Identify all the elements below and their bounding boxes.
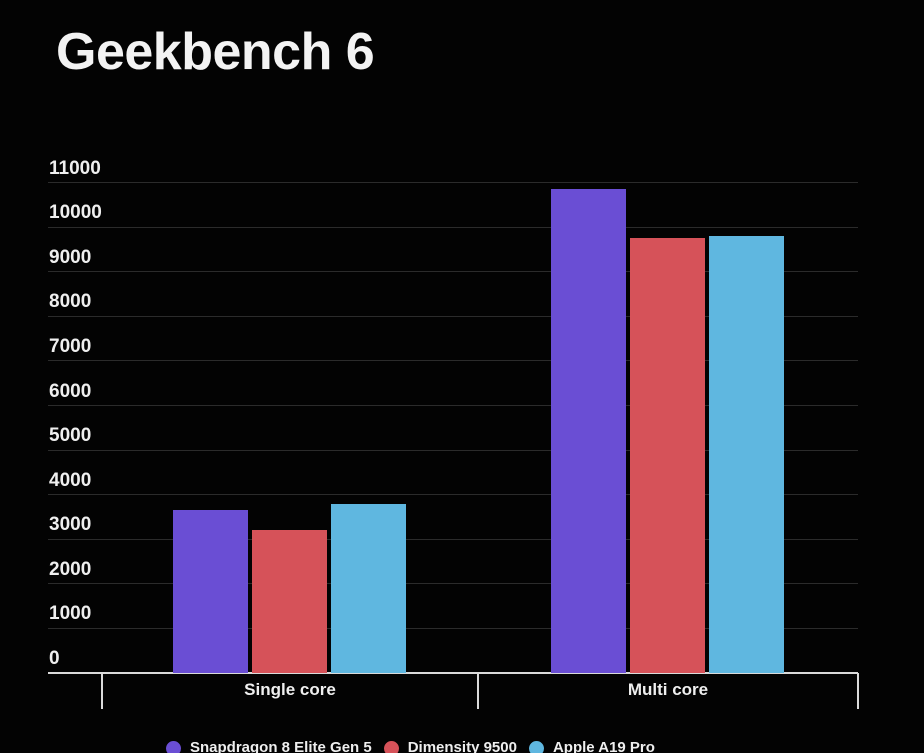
y-axis-tick-label: 6000 xyxy=(49,380,92,402)
chart-title: Geekbench 6 xyxy=(56,23,375,81)
chart-legend: Snapdragon 8 Elite Gen 5 Dimensity 9500 Ap… xyxy=(166,738,655,753)
legend-item-apple-a19-pro: Apple A19 Pro xyxy=(528,738,655,753)
gridline-9000 xyxy=(48,271,858,273)
bar-apple-a19-pro-multi-core xyxy=(708,236,784,673)
y-axis-tick-label: 10000 xyxy=(49,202,102,224)
gridline-7000 xyxy=(48,360,858,362)
bar-snapdragon-8-elite-gen-5-single-core xyxy=(172,510,248,673)
x-axis-tick-1 xyxy=(477,673,479,709)
category-label-multi-core: Multi core xyxy=(627,680,709,699)
gridline-8000 xyxy=(48,315,858,317)
legend-item-snapdragon-8-elite-gen-5: Snapdragon 8 Elite Gen 5 xyxy=(166,738,372,753)
x-axis-line xyxy=(48,672,858,674)
category-label-single-core: Single core xyxy=(244,680,336,699)
y-axis-tick-label: 0 xyxy=(49,648,60,669)
gridline-1000 xyxy=(48,627,858,629)
legend-label: Apple A19 Pro xyxy=(552,739,655,753)
gridline-2000 xyxy=(48,583,858,585)
gridline-5000 xyxy=(48,449,858,451)
bar-snapdragon-8-elite-gen-5-multi-core xyxy=(550,189,626,673)
x-axis-tick-0 xyxy=(101,673,103,709)
gridline-11000 xyxy=(48,182,858,184)
gridline-3000 xyxy=(48,538,858,540)
legend-item-dimensity-9500: Dimensity 9500 xyxy=(383,738,517,753)
y-axis-tick-label: 4000 xyxy=(49,469,92,491)
y-axis-tick-label: 3000 xyxy=(49,514,92,536)
bar-dimensity-9500-single-core xyxy=(251,530,327,673)
y-axis-tick-label: 9000 xyxy=(49,246,92,268)
x-axis-tick-2 xyxy=(857,673,859,709)
y-axis-tick-label: 5000 xyxy=(49,425,92,447)
legend-label: Snapdragon 8 Elite Gen 5 xyxy=(190,739,372,753)
gridline-10000 xyxy=(48,226,858,228)
legend-color-dot xyxy=(528,740,544,753)
y-axis-tick-label: 8000 xyxy=(49,291,92,313)
legend-color-dot xyxy=(383,740,399,753)
bar-dimensity-9500-multi-core xyxy=(629,238,705,673)
legend-label: Dimensity 9500 xyxy=(407,739,517,753)
gridline-6000 xyxy=(48,405,858,407)
y-axis-tick-label: 11000 xyxy=(49,157,101,179)
bar-apple-a19-pro-single-core xyxy=(330,503,406,673)
y-axis-tick-label: 7000 xyxy=(49,335,92,357)
y-axis-tick-label: 1000 xyxy=(49,603,92,625)
legend-color-dot xyxy=(166,740,181,753)
gridline-4000 xyxy=(48,494,858,496)
y-axis-tick-label: 2000 xyxy=(49,558,92,580)
